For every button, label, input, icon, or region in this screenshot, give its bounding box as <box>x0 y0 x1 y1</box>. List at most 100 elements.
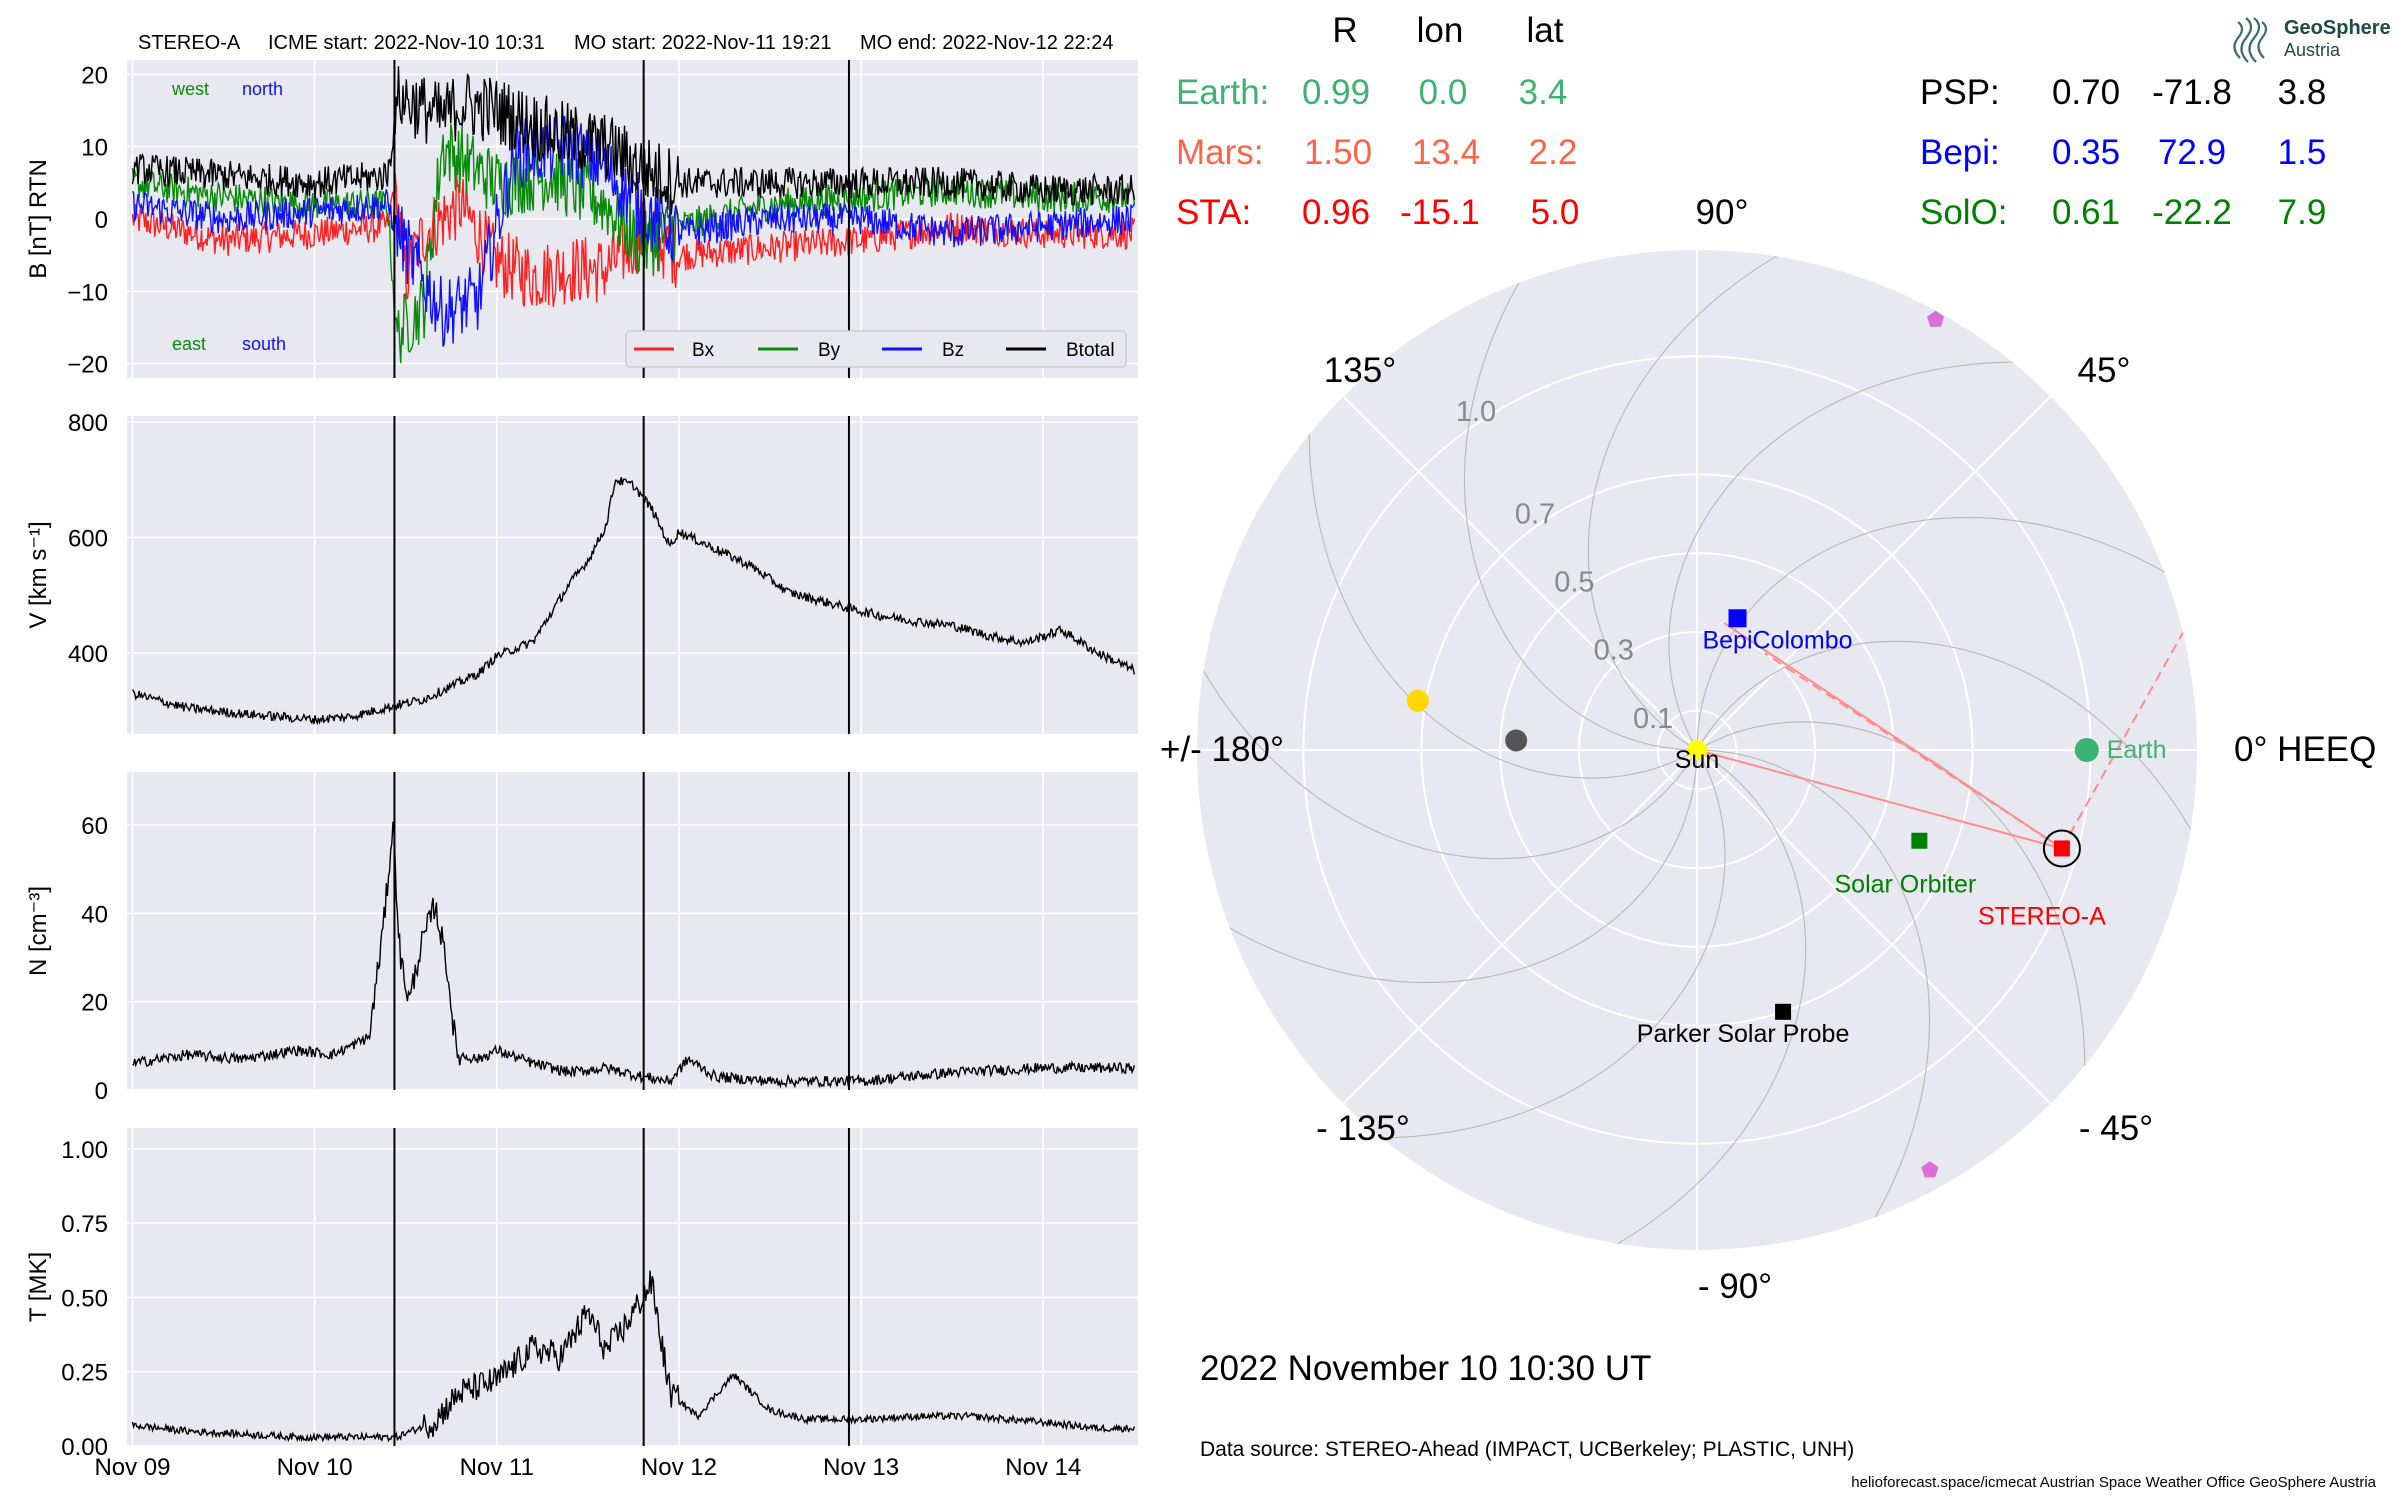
row-lat: 1.5 <box>2278 133 2327 172</box>
sun-label: Sun <box>1675 746 1719 774</box>
row-label: SolO: <box>1920 193 2008 232</box>
angular-tick-label: 135° <box>1324 351 1396 390</box>
angular-tick-label: - 135° <box>1316 1109 1410 1148</box>
icme-start-label: ICME start: 2022-Nov-10 10:31 <box>268 32 545 54</box>
row-r: 0.70 <box>2052 73 2120 112</box>
earth-label: Earth <box>2107 736 2167 764</box>
angular-tick-label: - 45° <box>2079 1109 2153 1148</box>
y-tick-label: 0.75 <box>61 1211 108 1238</box>
y-tick-label: −20 <box>67 352 108 379</box>
series-v <box>131 477 1136 726</box>
radial-tick-label: 0.3 <box>1594 635 1634 667</box>
row-sta: STA: 0.96 -15.1 5.0 <box>1176 193 1579 232</box>
radial-tick-label: 1.0 <box>1456 396 1496 428</box>
position-table: R lon lat Earth: 0.99 0.0 3.4 Mars: 1.50… <box>1176 11 2326 232</box>
row-lat: 3.4 <box>1519 73 1568 112</box>
row-label: PSP: <box>1920 73 2000 112</box>
row-label: STA: <box>1176 193 1251 232</box>
parker-spiral <box>1587 250 1824 747</box>
row-solo: SolO: 0.61 -22.2 7.9 <box>1920 193 2326 232</box>
logo-mark-icon <box>2233 17 2268 63</box>
row-r: 0.35 <box>2052 133 2120 172</box>
mo-start-label: MO start: 2022-Nov-11 19:21 <box>574 32 832 54</box>
header-lon: lon <box>1417 11 1464 50</box>
header-r: R <box>1332 11 1357 50</box>
radial-gridline <box>1577 630 1817 870</box>
row-r: 1.50 <box>1304 133 1372 172</box>
x-tick-label: Nov 14 <box>1005 1454 1081 1481</box>
y-tick-label: 20 <box>81 62 108 89</box>
stereo-a-marker <box>2053 840 2070 857</box>
logo-sub: Austria <box>2284 40 2341 60</box>
row-lon: -71.8 <box>2152 73 2232 112</box>
angular-tick-label: 90° <box>1696 193 1749 232</box>
radial-gridline <box>1499 552 1895 948</box>
row-lon: 72.9 <box>2158 133 2226 172</box>
solar-orbiter-marker <box>1911 832 1928 849</box>
angular-tick-label: +/- 180° <box>1160 730 1284 769</box>
row-label: Mars: <box>1176 133 1264 172</box>
pentagon-marker <box>1927 310 1945 327</box>
parker-spiral <box>1197 623 1694 860</box>
parker-spiral <box>1197 757 1698 984</box>
spacecraft-name: STEREO-A <box>138 32 241 54</box>
connection-line <box>1696 749 2063 850</box>
row-r: 0.99 <box>1302 73 1370 112</box>
y-tick-label: 10 <box>81 135 108 162</box>
parker-solar-probe-marker <box>1775 1003 1792 1020</box>
angular-tick-label: - 90° <box>1698 1267 1772 1306</box>
logo-name: GeoSphere <box>2284 17 2391 39</box>
credits: helioforecast.space/icmecat Austrian Spa… <box>1851 1474 2376 1491</box>
panel-0: 20 10 0 −10 −20 B [nT] RTN <box>25 60 1138 379</box>
row-mars: Mars: 1.50 13.4 2.2 <box>1176 133 1577 172</box>
row-psp: PSP: 0.70 -71.8 3.8 <box>1920 73 2326 112</box>
y-tick-label: 400 <box>68 641 108 668</box>
legend-by-label: By <box>818 340 841 361</box>
series-btotal <box>131 66 1136 215</box>
panel-2: 60 40 20 0 N [cm⁻³] <box>25 772 1138 1105</box>
venus-marker <box>1406 689 1429 712</box>
parker-spiral <box>1308 381 1691 779</box>
parker-spiral <box>1570 753 1807 1250</box>
y-tick-label: 60 <box>81 813 108 840</box>
row-lat: 2.2 <box>1529 133 1578 172</box>
row-lat: 5.0 <box>1531 193 1580 232</box>
y-tick-label: −10 <box>67 279 108 306</box>
south-label: south <box>242 334 286 354</box>
x-tick-label: Nov 09 <box>94 1454 170 1481</box>
pentagon-marker <box>1921 1161 1939 1178</box>
radial-gridline <box>1420 473 1974 1027</box>
parker-spiral <box>1328 756 1726 1139</box>
parker-spiral <box>1668 361 2066 744</box>
solar-orbiter-label: Solar Orbiter <box>1834 871 1976 899</box>
y-axis-label: T [MK] <box>25 1252 52 1322</box>
y-tick-label: 0 <box>95 1078 108 1105</box>
bepicolombo-marker <box>1728 609 1747 628</box>
legend-box <box>625 330 1127 368</box>
sun-marker <box>1687 740 1707 760</box>
series-t <box>131 1270 1136 1443</box>
row-r: 0.61 <box>2052 193 2120 232</box>
row-lat: 7.9 <box>2278 193 2327 232</box>
angular-tick-label: 45° <box>2078 351 2131 390</box>
y-tick-label: 800 <box>68 410 108 437</box>
data-source: Data source: STEREO-Ahead (IMPACT, UCBer… <box>1200 1438 1854 1461</box>
series-n <box>132 821 1136 1089</box>
row-earth: Earth: 0.99 0.0 3.4 <box>1176 73 1567 112</box>
legend-bz-label: Bz <box>942 340 964 361</box>
x-tick-label: Nov 13 <box>823 1454 899 1481</box>
b-legend: Bx By Bz Btotal <box>625 330 1127 368</box>
angular-gridline <box>1696 749 2052 1105</box>
stereo-a-label: STEREO-A <box>1978 902 2106 930</box>
series-bz <box>131 114 1136 347</box>
row-r: 0.96 <box>1302 193 1370 232</box>
header-lat: lat <box>1527 11 1564 50</box>
radial-tick-label: 0.7 <box>1515 498 1555 530</box>
y-axis-label: B [nT] RTN <box>25 159 52 279</box>
y-tick-label: 0.50 <box>61 1285 108 1312</box>
y-tick-label: 1.00 <box>61 1137 108 1164</box>
